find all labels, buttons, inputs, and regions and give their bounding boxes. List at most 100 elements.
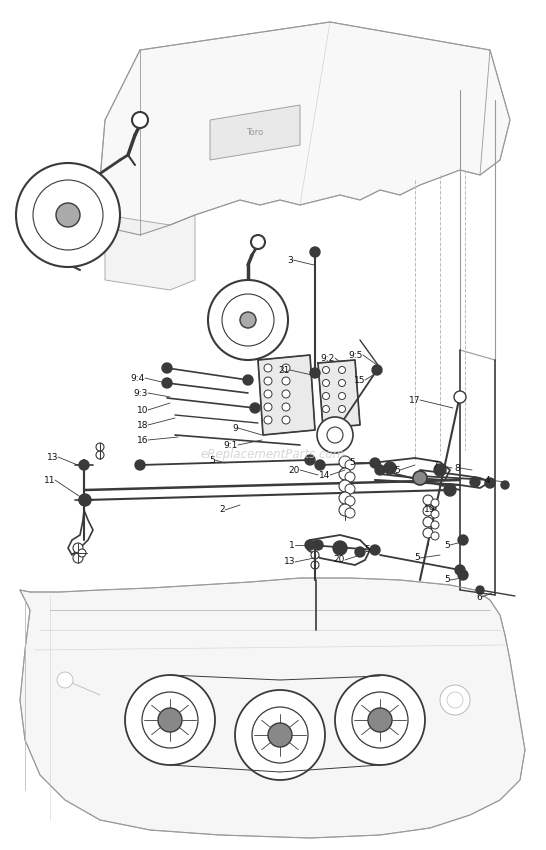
- Circle shape: [458, 535, 468, 545]
- Text: 14: 14: [319, 471, 330, 479]
- Circle shape: [455, 565, 465, 575]
- Circle shape: [317, 417, 353, 453]
- Circle shape: [339, 393, 346, 400]
- Text: 9:4: 9:4: [130, 373, 145, 382]
- Circle shape: [16, 163, 120, 267]
- Text: Toro: Toro: [246, 128, 264, 137]
- Circle shape: [240, 312, 256, 328]
- Circle shape: [423, 517, 433, 527]
- Text: 9:5: 9:5: [349, 350, 363, 360]
- Circle shape: [339, 379, 346, 387]
- Circle shape: [158, 708, 182, 732]
- Text: 9:3: 9:3: [134, 388, 148, 398]
- Circle shape: [264, 416, 272, 424]
- Text: 4: 4: [484, 475, 490, 484]
- Circle shape: [79, 494, 91, 506]
- Text: 7: 7: [432, 461, 438, 469]
- Circle shape: [282, 390, 290, 398]
- Circle shape: [458, 570, 468, 580]
- Circle shape: [125, 675, 215, 765]
- Text: 5: 5: [394, 466, 400, 474]
- Polygon shape: [105, 215, 195, 290]
- Circle shape: [305, 455, 315, 465]
- Circle shape: [476, 586, 484, 594]
- Text: 18: 18: [136, 421, 148, 429]
- Circle shape: [339, 366, 346, 373]
- Circle shape: [431, 532, 439, 540]
- Circle shape: [96, 451, 104, 459]
- Circle shape: [440, 685, 470, 715]
- Text: 15: 15: [353, 376, 365, 384]
- Circle shape: [470, 477, 480, 487]
- Circle shape: [79, 495, 89, 505]
- Circle shape: [235, 690, 325, 780]
- Circle shape: [305, 540, 315, 550]
- Circle shape: [310, 368, 320, 378]
- Circle shape: [339, 480, 351, 492]
- Circle shape: [413, 471, 427, 485]
- Circle shape: [313, 540, 323, 550]
- Circle shape: [444, 484, 456, 496]
- Circle shape: [142, 692, 198, 748]
- Circle shape: [345, 472, 355, 482]
- Circle shape: [370, 458, 380, 468]
- Circle shape: [311, 551, 319, 559]
- Polygon shape: [210, 105, 300, 160]
- Circle shape: [250, 403, 260, 413]
- Circle shape: [315, 460, 325, 470]
- Text: 19: 19: [424, 506, 435, 514]
- Circle shape: [339, 492, 351, 504]
- Circle shape: [162, 363, 172, 373]
- Circle shape: [501, 481, 509, 489]
- Circle shape: [251, 235, 265, 249]
- Polygon shape: [318, 360, 360, 428]
- Circle shape: [282, 403, 290, 411]
- Circle shape: [264, 364, 272, 372]
- Circle shape: [268, 723, 292, 747]
- Circle shape: [355, 547, 365, 557]
- Text: 5: 5: [414, 553, 420, 563]
- Circle shape: [73, 553, 83, 563]
- Circle shape: [423, 506, 433, 516]
- Circle shape: [370, 545, 380, 555]
- Circle shape: [323, 393, 329, 400]
- Text: 5: 5: [444, 575, 450, 585]
- Circle shape: [282, 364, 290, 372]
- Circle shape: [311, 561, 319, 569]
- Text: 13: 13: [46, 452, 58, 462]
- Circle shape: [345, 508, 355, 518]
- Circle shape: [56, 203, 80, 227]
- Circle shape: [372, 365, 382, 375]
- Circle shape: [208, 280, 288, 360]
- Circle shape: [454, 391, 466, 403]
- Circle shape: [323, 366, 329, 373]
- Text: 5: 5: [209, 456, 215, 464]
- Polygon shape: [258, 355, 315, 435]
- Circle shape: [323, 405, 329, 412]
- Circle shape: [264, 403, 272, 411]
- Circle shape: [345, 484, 355, 494]
- Circle shape: [282, 416, 290, 424]
- Circle shape: [368, 708, 392, 732]
- Text: 3: 3: [287, 256, 293, 264]
- Circle shape: [323, 379, 329, 387]
- Text: 11: 11: [44, 475, 55, 484]
- Circle shape: [333, 541, 347, 555]
- Circle shape: [431, 510, 439, 518]
- Text: 8: 8: [454, 463, 460, 473]
- Polygon shape: [100, 22, 510, 235]
- Circle shape: [485, 478, 495, 488]
- Circle shape: [310, 247, 320, 257]
- Circle shape: [384, 462, 396, 474]
- Circle shape: [33, 180, 103, 250]
- Circle shape: [423, 495, 433, 505]
- Text: 9:1: 9:1: [224, 440, 238, 450]
- Text: 20: 20: [334, 556, 345, 564]
- Circle shape: [252, 707, 308, 763]
- Text: 5: 5: [364, 546, 370, 554]
- Text: 1: 1: [289, 541, 295, 549]
- Text: 9:2: 9:2: [321, 354, 335, 362]
- Circle shape: [339, 468, 351, 480]
- Circle shape: [222, 294, 274, 346]
- Text: 10: 10: [136, 405, 148, 415]
